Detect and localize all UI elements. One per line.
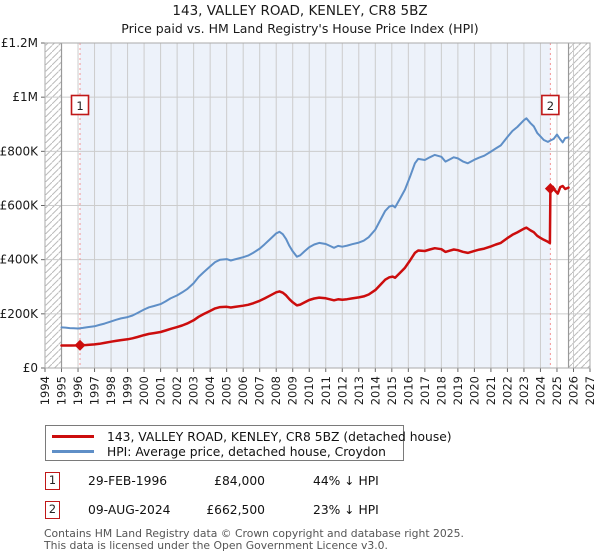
transaction-number-badge: 1 — [45, 472, 60, 490]
x-tick-label: 2015 — [385, 376, 399, 405]
x-tick-label: 2019 — [451, 376, 465, 405]
x-tick-label: 1995 — [55, 376, 69, 405]
hpi-line — [60, 117, 570, 330]
transaction-price: £662,500 — [206, 503, 265, 517]
y-tick-label: £800K — [0, 144, 39, 158]
transaction-marker — [74, 339, 86, 351]
chart-subtitle: Price paid vs. HM Land Registry's House … — [121, 21, 479, 36]
x-tick-label: 2008 — [269, 376, 283, 405]
chart-title: 143, VALLEY ROAD, KENLEY, CR8 5BZ — [172, 3, 428, 19]
x-tick-label: 1998 — [104, 376, 118, 405]
hpi-line-swatch — [52, 450, 94, 453]
transaction-price: £84,000 — [214, 474, 265, 488]
copyright-line-1: Contains HM Land Registry data © Crown c… — [44, 527, 464, 540]
legend-label-price: 143, VALLEY ROAD, KENLEY, CR8 5BZ (detac… — [107, 429, 452, 444]
legend: 143, VALLEY ROAD, KENLEY, CR8 5BZ (detac… — [45, 425, 452, 461]
x-tick-label: 2016 — [401, 376, 415, 405]
legend-row-hpi: HPI: Average price, detached house, Croy… — [52, 444, 403, 459]
x-tick-label: 2021 — [484, 376, 498, 405]
transaction-number-badge: 2 — [45, 501, 60, 519]
marker-label-text: 2 — [547, 99, 554, 113]
x-tick-label: 2003 — [187, 376, 201, 405]
y-tick-label: £400K — [0, 253, 39, 267]
x-tick-label: 2009 — [286, 376, 300, 405]
price-chart-plot: 1 2 £0 £200K £400K £600K £800K £1M £1.2M 1994 1995… — [0, 36, 597, 405]
x-tick-label: 2027 — [583, 376, 597, 405]
y-tick-label: £0 — [23, 361, 38, 375]
price-line-swatch — [52, 435, 94, 438]
marker-label-box — [70, 94, 90, 116]
transaction-row: 1 29-FEB-1996 £84,000 44% ↓ HPI — [45, 472, 585, 492]
x-tick-label: 2017 — [418, 376, 432, 405]
x-tick-label: 2004 — [203, 376, 217, 405]
legend-row-price: 143, VALLEY ROAD, KENLEY, CR8 5BZ (detac… — [52, 429, 452, 444]
y-tick-label: £1M — [12, 90, 38, 104]
transaction-date: 29-FEB-1996 — [88, 474, 168, 488]
x-tick-label: 2011 — [319, 376, 333, 405]
price-line — [60, 184, 570, 347]
x-tick-label: 1996 — [71, 376, 85, 405]
x-tick-label: 2010 — [302, 376, 316, 405]
y-tick-label: £1.2M — [1, 36, 38, 50]
transaction-hpi-delta: 44% ↓ HPI — [313, 474, 379, 488]
copyright-line-2: This data is licensed under the Open Gov… — [44, 538, 388, 552]
x-tick-label: 2026 — [566, 376, 580, 405]
x-tick-label: 2022 — [500, 376, 514, 405]
x-tick-label: 2025 — [550, 376, 564, 405]
x-tick-label: 2024 — [533, 376, 547, 405]
x-tick-label: 2002 — [170, 376, 184, 405]
x-tick-label: 2023 — [517, 376, 531, 405]
x-tick-label: 2005 — [220, 376, 234, 405]
transaction-row: 2 09-AUG-2024 £662,500 23% ↓ HPI — [45, 501, 585, 521]
legend-label-hpi: HPI: Average price, detached house, Croy… — [107, 444, 386, 459]
x-tick-label: 2013 — [352, 376, 366, 405]
x-tick-label: 2014 — [368, 376, 382, 405]
plot-border — [44, 42, 591, 369]
x-tick-label: 1997 — [88, 376, 102, 405]
x-tick-label: 2007 — [253, 376, 267, 405]
transaction-date: 09-AUG-2024 — [88, 503, 171, 517]
transaction-hpi-delta: 23% ↓ HPI — [313, 503, 379, 517]
x-tick-label: 1994 — [38, 376, 52, 405]
x-tick-label: 2012 — [335, 376, 349, 405]
marker-label-box — [541, 94, 560, 116]
copyright-footer: Contains HM Land Registry data © Crown c… — [44, 528, 464, 551]
y-tick-label: £600K — [0, 199, 39, 213]
x-tick-label: 2001 — [154, 376, 168, 405]
x-tick-label: 1999 — [121, 376, 135, 405]
x-tick-label: 2020 — [467, 376, 481, 405]
x-tick-label: 2000 — [137, 376, 151, 405]
y-tick-label: £200K — [0, 307, 39, 321]
transaction-marker — [544, 183, 556, 195]
marker-label-text: 1 — [76, 99, 83, 113]
x-tick-label: 2006 — [236, 376, 250, 405]
x-tick-label: 2018 — [434, 376, 448, 405]
